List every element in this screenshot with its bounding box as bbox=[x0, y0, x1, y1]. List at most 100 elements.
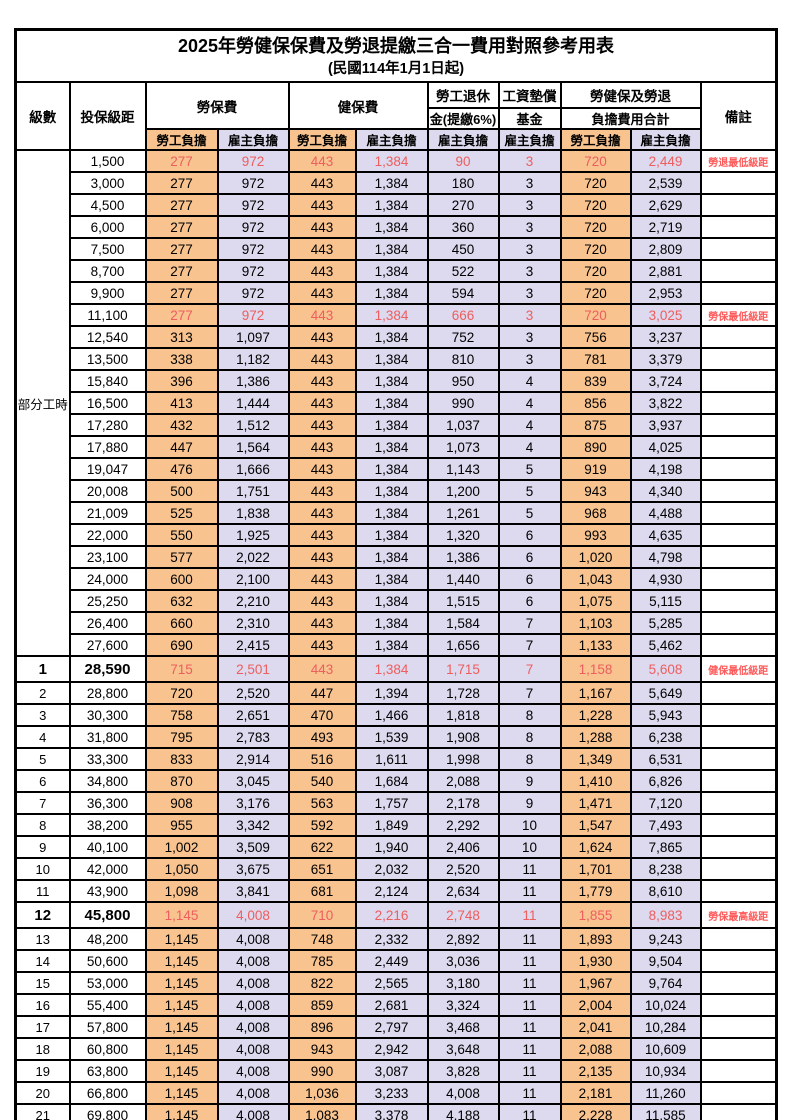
fee-cell: 1,908 bbox=[426, 725, 500, 749]
fee-cell: 1,384 bbox=[354, 501, 429, 525]
fee-cell: 1,158 bbox=[559, 655, 632, 683]
bracket-cell: 17,880 bbox=[68, 435, 147, 459]
table-row: 24,000 600 2,100 443 1,384 1,440 6 1,043 4,930 bbox=[16, 567, 778, 591]
fee-cell: 11 bbox=[497, 1015, 562, 1039]
fee-cell: 432 bbox=[144, 413, 219, 437]
remark-cell bbox=[699, 1059, 778, 1083]
bracket-cell: 28,590 bbox=[68, 655, 147, 683]
fee-cell: 972 bbox=[216, 171, 290, 195]
table-row: 7 36,300 908 3,176 563 1,757 2,178 9 1,471 7,120 bbox=[14, 791, 778, 815]
level-cell: 10 bbox=[14, 857, 71, 881]
title-row: 2025年勞健保保費及勞退提繳三合一費用對照參考用表 (民國114年1月1日起) bbox=[14, 28, 778, 83]
remark-cell bbox=[699, 927, 778, 951]
fee-cell: 1,145 bbox=[144, 901, 219, 929]
fee-cell: 1,145 bbox=[144, 927, 219, 951]
table-row: 16,500 413 1,444 443 1,384 990 4 856 3,822 bbox=[16, 391, 778, 415]
fee-cell: 781 bbox=[559, 347, 632, 371]
fee-cell: 443 bbox=[287, 567, 357, 591]
fee-cell: 839 bbox=[559, 369, 632, 393]
fee-cell: 5,608 bbox=[629, 655, 702, 683]
fee-cell: 447 bbox=[144, 435, 219, 459]
fee-cell: 443 bbox=[287, 611, 357, 635]
fee-cell: 890 bbox=[559, 435, 632, 459]
fee-cell: 470 bbox=[287, 703, 357, 727]
fee-cell: 908 bbox=[144, 791, 219, 815]
remark-cell bbox=[699, 545, 778, 569]
fee-cell: 277 bbox=[144, 237, 219, 261]
fee-cell: 810 bbox=[426, 347, 500, 371]
fee-cell: 3 bbox=[497, 149, 562, 173]
fee-cell: 3 bbox=[497, 303, 562, 327]
fee-cell: 1,384 bbox=[354, 171, 429, 195]
table-row: 17 57,800 1,145 4,008 896 2,797 3,468 11 2,041 10… bbox=[14, 1015, 778, 1039]
fee-cell: 4,008 bbox=[216, 901, 290, 929]
remark-cell bbox=[699, 949, 778, 973]
fee-cell: 1,547 bbox=[559, 813, 632, 837]
bracket-cell: 19,047 bbox=[68, 457, 147, 481]
fee-cell: 3,675 bbox=[216, 857, 290, 881]
fee-cell: 338 bbox=[144, 347, 219, 371]
table-row: 15,840 396 1,386 443 1,384 950 4 839 3,724 bbox=[16, 369, 778, 393]
fee-cell: 1,715 bbox=[426, 655, 500, 683]
table-row: 8 38,200 955 3,342 592 1,849 2,292 10 1,547 7,493 bbox=[14, 813, 778, 837]
bracket-cell: 4,500 bbox=[68, 193, 147, 217]
fee-cell: 3,045 bbox=[216, 769, 290, 793]
fee-cell: 1,849 bbox=[354, 813, 429, 837]
fee-cell: 7,493 bbox=[629, 813, 702, 837]
fee-cell: 3,378 bbox=[354, 1103, 429, 1120]
level-cell: 17 bbox=[14, 1015, 71, 1039]
fee-cell: 443 bbox=[287, 281, 357, 305]
fee-cell: 1,167 bbox=[559, 681, 632, 705]
fee-cell: 2,449 bbox=[629, 149, 702, 173]
fee-cell: 3,087 bbox=[354, 1059, 429, 1083]
fee-cell: 972 bbox=[216, 149, 290, 173]
fee-cell: 6 bbox=[497, 567, 562, 591]
page-subtitle: (民國114年1月1日起) bbox=[327, 61, 465, 77]
fee-cell: 8,238 bbox=[629, 857, 702, 881]
fee-cell: 1,539 bbox=[354, 725, 429, 749]
fee-cell: 1,384 bbox=[354, 611, 429, 635]
fee-cell: 1,384 bbox=[354, 193, 429, 217]
level-cell: 16 bbox=[14, 993, 71, 1017]
fee-cell: 748 bbox=[287, 927, 357, 951]
bracket-cell: 7,500 bbox=[68, 237, 147, 261]
fee-cell: 11 bbox=[497, 857, 562, 881]
fee-cell: 11,585 bbox=[629, 1103, 702, 1120]
bracket-cell: 57,800 bbox=[68, 1015, 147, 1039]
fee-cell: 4,198 bbox=[629, 457, 702, 481]
remark-cell bbox=[699, 391, 778, 415]
fee-cell: 3,509 bbox=[216, 835, 290, 859]
fee-cell: 2,178 bbox=[426, 791, 500, 815]
bracket-cell: 8,700 bbox=[68, 259, 147, 283]
level-cell: 11 bbox=[14, 879, 71, 903]
subheader-wage-arrears-employer: 雇主負擔 bbox=[497, 128, 562, 151]
bracket-cell: 55,400 bbox=[68, 993, 147, 1017]
table-row: 3,000 277 972 443 1,384 180 3 720 2,539 bbox=[16, 171, 778, 195]
fee-cell: 1,838 bbox=[216, 501, 290, 525]
table-row: 14 50,600 1,145 4,008 785 2,449 3,036 11 1,930 9,… bbox=[14, 949, 778, 973]
table-row: 25,250 632 2,210 443 1,384 1,515 6 1,075 5,115 bbox=[16, 589, 778, 613]
fee-cell: 9,764 bbox=[629, 971, 702, 995]
fee-cell: 500 bbox=[144, 479, 219, 503]
table-row: 12,540 313 1,097 443 1,384 752 3 756 3,237 bbox=[16, 325, 778, 349]
subheader-health-employer: 雇主負擔 bbox=[354, 128, 429, 151]
fee-cell: 2,914 bbox=[216, 747, 290, 771]
fee-cell: 1,967 bbox=[559, 971, 632, 995]
remark-cell bbox=[699, 281, 778, 305]
fee-cell: 3 bbox=[497, 215, 562, 239]
bracket-cell: 23,100 bbox=[68, 545, 147, 569]
fee-cell: 1,855 bbox=[559, 901, 632, 929]
fee-cell: 943 bbox=[287, 1037, 357, 1061]
fee-cell: 972 bbox=[216, 193, 290, 217]
header-row-1: 級數 投保級距 勞保費 健保費 勞工退休 工資墊償 勞健保及勞退 備註 bbox=[14, 81, 778, 151]
fee-cell: 720 bbox=[559, 259, 632, 283]
table-row: 9,900 277 972 443 1,384 594 3 720 2,953 bbox=[16, 281, 778, 305]
bracket-cell: 24,000 bbox=[68, 567, 147, 591]
fee-cell: 3,468 bbox=[426, 1015, 500, 1039]
fee-cell: 4 bbox=[497, 435, 562, 459]
fee-cell: 1,466 bbox=[354, 703, 429, 727]
remark-cell bbox=[699, 971, 778, 995]
fee-cell: 11 bbox=[497, 1081, 562, 1105]
bracket-cell: 13,500 bbox=[68, 347, 147, 371]
level-cell: 7 bbox=[14, 791, 71, 815]
